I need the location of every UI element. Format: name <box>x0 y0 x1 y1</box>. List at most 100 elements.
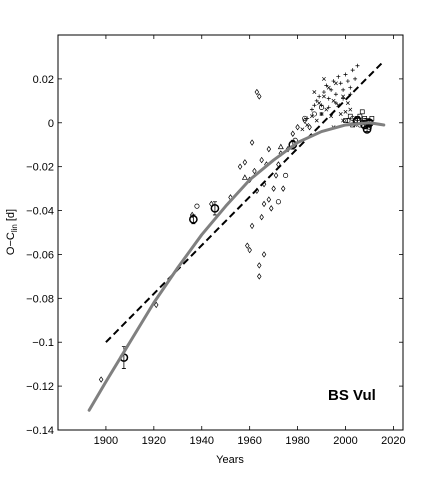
plus-point <box>345 79 350 84</box>
y-tick-label: −0.02 <box>26 162 54 174</box>
quadratic-fit-curve <box>87 121 386 412</box>
diamond-point <box>261 251 267 258</box>
x-point <box>331 98 336 103</box>
diamond-point <box>259 156 264 164</box>
plus-point <box>343 72 348 77</box>
x-tick-label: 1920 <box>142 435 166 447</box>
star-name-annotation: BS Vul <box>328 387 376 404</box>
square-point <box>347 113 353 119</box>
x-point <box>305 123 310 127</box>
y-tick-labels: −0.14 −0.12 −0.1 −0.08 −0.06 −0.04 −0.02 0 0.02 <box>26 74 54 437</box>
diamond-point <box>249 222 255 230</box>
plus-point <box>353 76 358 81</box>
plus-point <box>326 96 331 101</box>
circle-point <box>194 203 200 209</box>
plus-point <box>333 101 338 106</box>
diamond-point <box>257 273 262 280</box>
diamond-point <box>266 196 272 203</box>
x-point <box>321 94 326 99</box>
plus-point <box>341 87 346 92</box>
x-point <box>324 107 329 112</box>
x-point <box>321 76 326 81</box>
x-point <box>343 109 348 114</box>
axis-ticks <box>58 35 403 431</box>
x-axis-label: Years <box>216 454 244 466</box>
y-axis-label-main: O−C <box>5 232 17 255</box>
plus-point <box>348 85 353 90</box>
x-tick-label: 1980 <box>285 435 309 447</box>
x-point <box>300 127 305 132</box>
y-tick-label: −0.08 <box>26 293 54 305</box>
x-tick-label: 2000 <box>333 435 357 447</box>
x-tick-label: 1960 <box>237 435 261 447</box>
plus-point <box>324 83 329 88</box>
x-point <box>341 94 346 99</box>
diamond-point <box>302 117 307 124</box>
diamond-point <box>154 301 159 309</box>
plus-point <box>341 96 346 101</box>
plus-point <box>319 103 324 108</box>
y-tick-label: −0.04 <box>26 206 54 218</box>
circle-point <box>311 111 317 117</box>
y-tick-label: −0.12 <box>26 381 54 393</box>
plus-point <box>312 103 317 108</box>
diamond-point <box>252 167 257 175</box>
y-tick-label: −0.14 <box>26 425 54 437</box>
triangle-point <box>277 143 284 150</box>
diamond-point <box>269 205 274 212</box>
circle-point <box>275 199 281 205</box>
y-tick-label: −0.06 <box>26 249 54 261</box>
x-point <box>341 118 346 123</box>
diamond-point <box>257 93 262 100</box>
circle-point <box>345 118 351 124</box>
x-point <box>326 85 331 90</box>
fit-lines <box>87 62 386 412</box>
diamond-point <box>189 211 195 219</box>
square-point <box>359 109 365 115</box>
plus-point <box>309 107 314 112</box>
x-point <box>312 90 317 95</box>
diamond-point <box>266 145 272 153</box>
x-tick-label: 1900 <box>94 435 118 447</box>
plus-point <box>317 94 322 99</box>
svg-text:O−Clin[d]: O−Clin [d] <box>5 209 19 255</box>
error-bar <box>365 126 370 132</box>
y-axis-label-subscript: lin <box>10 224 19 232</box>
circle-point <box>283 172 289 178</box>
plus-point <box>314 98 319 103</box>
diamond-point <box>290 130 296 137</box>
diamond-point <box>280 185 286 192</box>
plus-point <box>305 116 310 121</box>
diamond-point <box>273 172 279 179</box>
plus-point <box>355 63 360 68</box>
x-point <box>333 81 338 86</box>
x-point <box>338 112 343 116</box>
diamond-point <box>295 123 300 131</box>
plus-point <box>336 74 341 79</box>
diamond-point <box>98 376 104 383</box>
x-point <box>310 114 314 119</box>
diamond-point <box>242 159 248 166</box>
x-tick-label: 1940 <box>190 435 214 447</box>
mean-point <box>189 214 198 224</box>
y-tick-label: 0 <box>48 118 54 130</box>
mean-point <box>210 204 220 213</box>
diamond-point <box>237 163 243 170</box>
diamond-point <box>245 242 250 249</box>
x-point <box>317 101 322 105</box>
triangle-point <box>241 174 248 180</box>
x-tick-label: 2020 <box>381 435 405 447</box>
y-tick-label: 0.02 <box>33 74 54 86</box>
plus-point <box>321 90 326 95</box>
plus-point <box>329 87 334 92</box>
error-bar <box>212 201 217 216</box>
diamond-point <box>271 185 276 192</box>
plus-point <box>331 79 336 84</box>
diamond-point <box>249 139 255 146</box>
y-axis-label-unit: [d] <box>5 209 17 221</box>
x-tick-labels: 1900 1920 1940 1960 1980 2000 2020 <box>94 435 406 447</box>
x-point <box>314 118 319 123</box>
diamond-point <box>261 200 267 208</box>
diamond-point <box>257 262 262 269</box>
